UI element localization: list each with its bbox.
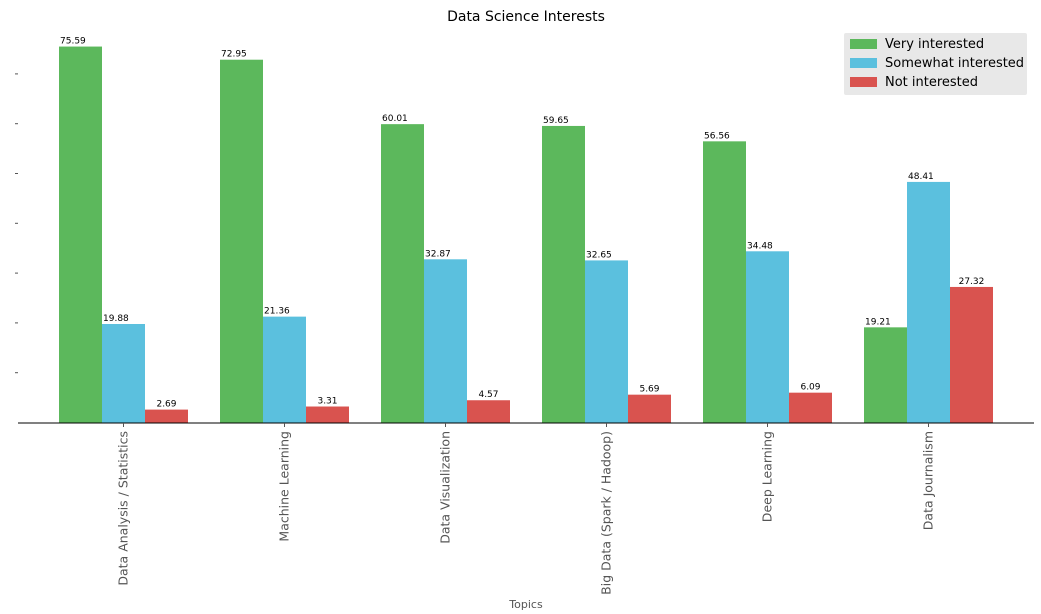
bar-not-interested [789,392,832,423]
bar-series-group [59,46,993,424]
bar-somewhat-interested [263,316,306,423]
x-tick-label: Data Analysis / Statistics [116,431,131,586]
data-label-group: 75.59 19.88 2.69 72.95 21.36 3.31 60.01 32.87 4.… [60,37,984,410]
data-label: 34.48 [747,241,773,251]
legend-label: Somewhat interested [885,56,1024,71]
bar-very-interested [703,141,746,423]
x-axis-ticks: Data Analysis / Statistics Machine Learni… [116,423,936,595]
data-label: 59.65 [543,116,569,126]
data-label: 3.31 [317,397,337,407]
data-label: 32.65 [586,250,612,260]
bar-not-interested [306,406,349,423]
legend-swatch [850,77,877,87]
bar-very-interested [864,327,907,423]
y-axis-ticks [15,73,18,374]
x-axis-label: Topics [508,598,543,611]
data-label: 32.87 [425,249,451,259]
bar-somewhat-interested [424,259,467,423]
bar-somewhat-interested [907,181,950,423]
x-tick-label: Data Visualization [438,431,453,544]
chart-title: Data Science Interests [447,9,605,25]
legend-frame [844,33,1027,95]
bar-not-interested [467,400,510,423]
bar-somewhat-interested [585,260,628,423]
bar-very-interested [220,59,263,424]
x-tick-label: Data Journalism [921,431,936,530]
bar-not-interested [950,286,993,423]
bar-somewhat-interested [102,323,145,423]
data-label: 21.36 [264,307,290,317]
x-tick-label: Deep Learning [760,431,775,522]
legend-swatch [850,58,877,68]
bar-very-interested [59,46,102,423]
data-label: 72.95 [221,50,247,60]
data-label: 56.56 [704,131,730,141]
legend-label: Very interested [885,37,984,52]
bar-not-interested [628,394,671,423]
data-label: 75.59 [60,37,86,47]
data-label: 19.88 [103,314,129,324]
bar-very-interested [381,124,424,423]
bar-somewhat-interested [746,251,789,423]
data-label: 5.69 [639,385,659,395]
bar-very-interested [542,125,585,424]
data-label: 6.09 [800,383,820,393]
data-label: 48.41 [908,172,934,182]
data-label: 27.32 [959,277,985,287]
data-label: 19.21 [865,317,891,327]
x-tick-label: Machine Learning [277,431,292,542]
legend-swatch [850,39,877,49]
bar-not-interested [145,409,188,423]
data-label: 60.01 [382,114,408,124]
legend-label: Not interested [885,75,978,90]
legend: Very interested Somewhat interested Not in… [844,33,1027,95]
data-label: 2.69 [156,400,176,410]
data-label: 4.57 [478,390,498,400]
x-tick-label: Big Data (Spark / Hadoop) [599,431,614,595]
